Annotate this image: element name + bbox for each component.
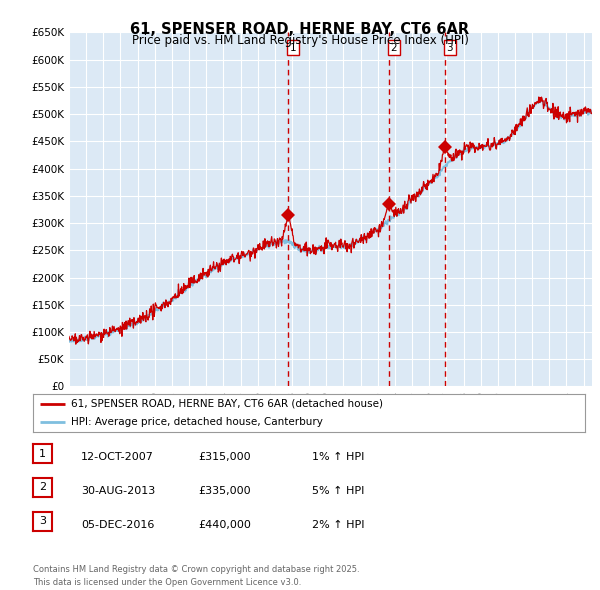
Text: 1% ↑ HPI: 1% ↑ HPI [312, 453, 364, 462]
Text: £440,000: £440,000 [198, 520, 251, 530]
Text: Price paid vs. HM Land Registry's House Price Index (HPI): Price paid vs. HM Land Registry's House … [131, 34, 469, 47]
Text: 1: 1 [290, 42, 296, 53]
Text: 12-OCT-2007: 12-OCT-2007 [81, 453, 154, 462]
Text: 61, SPENSER ROAD, HERNE BAY, CT6 6AR (detached house): 61, SPENSER ROAD, HERNE BAY, CT6 6AR (de… [71, 399, 383, 409]
Text: 2: 2 [391, 42, 397, 53]
Text: Contains HM Land Registry data © Crown copyright and database right 2025.
This d: Contains HM Land Registry data © Crown c… [33, 565, 359, 587]
Text: HPI: Average price, detached house, Canterbury: HPI: Average price, detached house, Cant… [71, 417, 322, 427]
Text: 2% ↑ HPI: 2% ↑ HPI [312, 520, 365, 530]
Text: 3: 3 [39, 516, 46, 526]
Text: 3: 3 [446, 42, 453, 53]
Text: 1: 1 [39, 448, 46, 458]
Text: 61, SPENSER ROAD, HERNE BAY, CT6 6AR: 61, SPENSER ROAD, HERNE BAY, CT6 6AR [130, 22, 470, 37]
Text: 2: 2 [39, 482, 46, 492]
Text: 05-DEC-2016: 05-DEC-2016 [81, 520, 154, 530]
Text: 5% ↑ HPI: 5% ↑ HPI [312, 486, 364, 496]
Text: 30-AUG-2013: 30-AUG-2013 [81, 486, 155, 496]
Text: £315,000: £315,000 [198, 453, 251, 462]
Text: £335,000: £335,000 [198, 486, 251, 496]
